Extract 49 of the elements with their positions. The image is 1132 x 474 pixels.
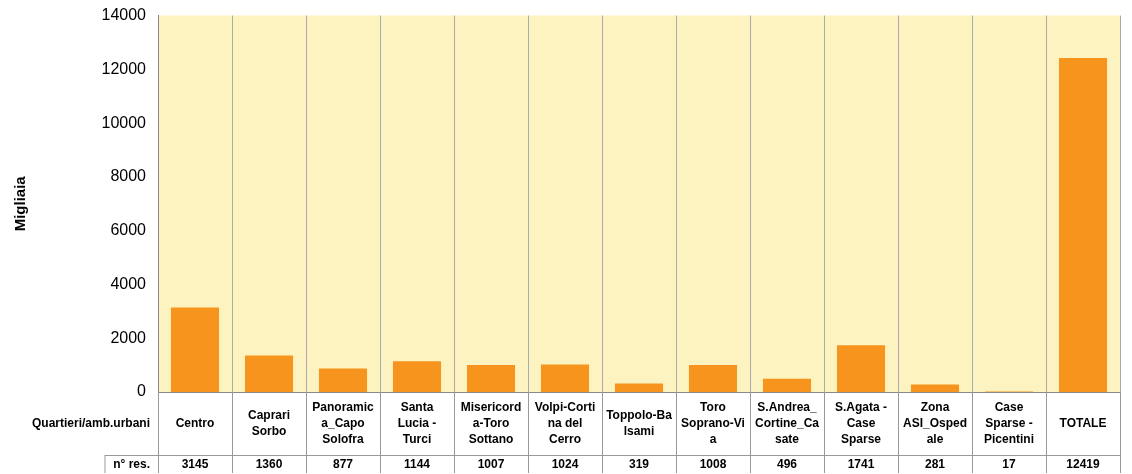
- bar: [466, 364, 516, 392]
- data-label: 281: [924, 457, 946, 472]
- text: n° res.: [113, 457, 150, 472]
- data-label: 496: [776, 457, 798, 472]
- x-tick-label: S.Agata - Case Sparse: [834, 399, 888, 446]
- x-tick-label: Misericorda-Toro Sottano: [460, 399, 522, 446]
- bar: [318, 368, 368, 392]
- bar: [836, 345, 886, 392]
- bar: [1058, 58, 1108, 392]
- y-tick-label: 8000: [110, 167, 147, 185]
- y-tick-label: 0: [137, 382, 147, 400]
- x-axis-title: Quartieri/amb.urbani: [31, 415, 150, 430]
- data-label: 1741: [847, 457, 875, 472]
- data-label: 1024: [551, 457, 579, 472]
- bar: [762, 378, 812, 392]
- data-label: 319: [628, 457, 650, 472]
- y-tick-label: 12000: [101, 59, 147, 77]
- data-label: 12419: [1066, 457, 1101, 472]
- x-tick-label: Case Sparse - Picentini: [983, 399, 1035, 446]
- x-tick-label: Volpi-Cortina del Cerro: [534, 399, 596, 446]
- data-label: 1007: [477, 457, 505, 472]
- y-tick-label: 4000: [110, 274, 147, 292]
- bar: [170, 307, 220, 392]
- y-axis-title: Migliaia: [11, 175, 29, 232]
- x-tick-label: Centro: [175, 415, 215, 430]
- bar: [392, 361, 442, 392]
- y-tick-label: 14000: [101, 6, 147, 24]
- bar: [614, 383, 664, 392]
- data-label: 1008: [699, 457, 727, 472]
- bar: [910, 384, 960, 392]
- x-tick-label: Toppolo-Balsami: [606, 407, 673, 438]
- data-label: 17: [1002, 457, 1016, 472]
- x-tick-label: Santa Lucia - Turci: [397, 399, 437, 446]
- bar: [688, 364, 738, 392]
- bar: [244, 355, 294, 392]
- data-label: 3145: [181, 457, 209, 472]
- x-tick-label: Caprari Sorbo: [247, 407, 291, 438]
- x-tick-label: Panoramica_Capo Solofra: [312, 399, 375, 446]
- y-tick-label: 10000: [101, 113, 147, 131]
- data-label: 1360: [255, 457, 283, 472]
- x-tick-label: Toro Soprano-Via: [681, 399, 745, 446]
- x-tick-label: S.Andrea_Cortine_Casate: [754, 399, 820, 446]
- y-tick-label: 2000: [110, 328, 147, 346]
- x-tick-label: Zona ASI_Ospedale: [902, 399, 968, 446]
- bar: [540, 364, 590, 392]
- data-label: 877: [332, 457, 354, 472]
- data-label: 1144: [403, 457, 431, 472]
- y-tick-label: 6000: [110, 221, 147, 239]
- x-tick-label: TOTALE: [1059, 415, 1107, 430]
